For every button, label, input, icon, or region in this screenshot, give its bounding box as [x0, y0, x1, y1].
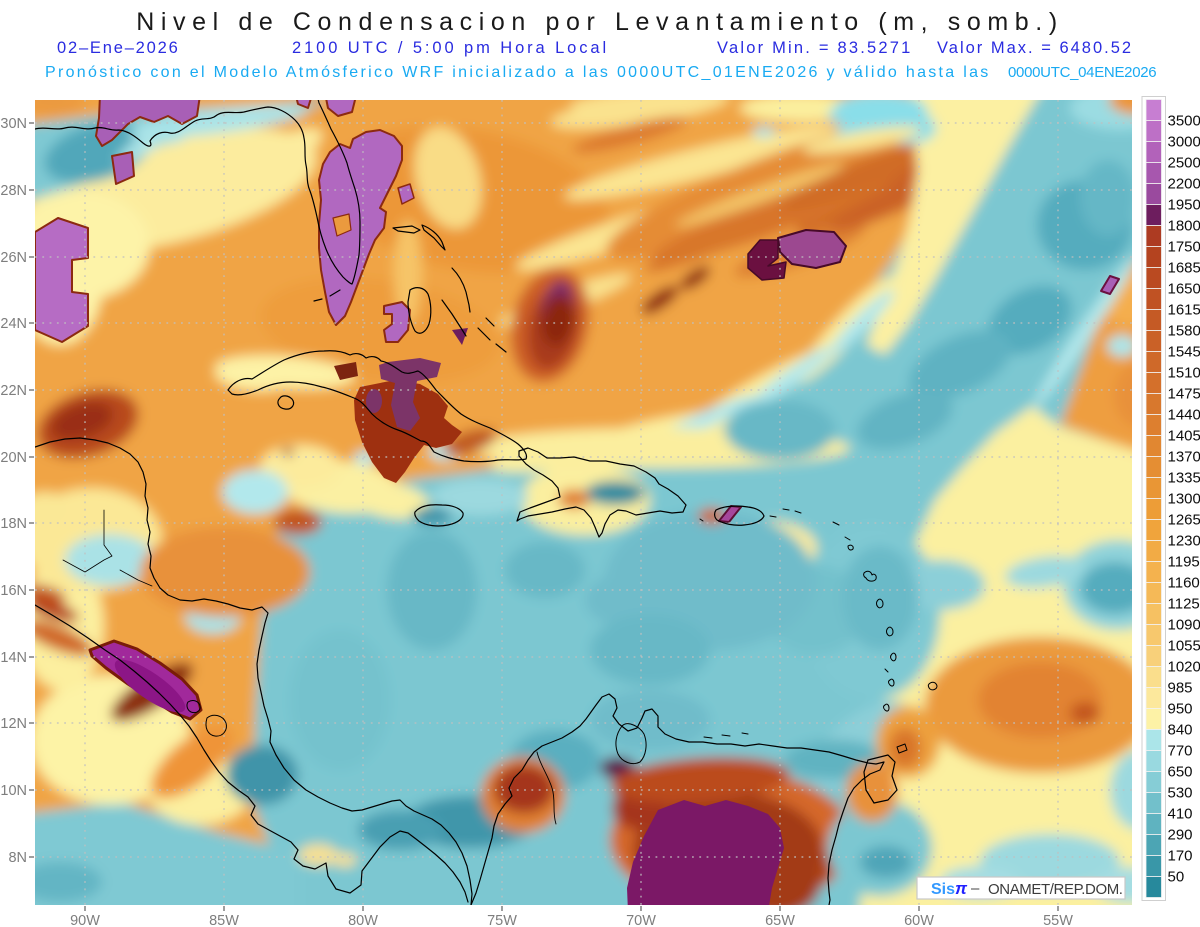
svg-text:8N: 8N — [8, 850, 27, 866]
svg-text:1090: 1090 — [1168, 617, 1200, 634]
svg-text:Sis: Sis — [931, 881, 955, 898]
svg-text:290: 290 — [1168, 827, 1193, 844]
svg-text:28N: 28N — [0, 183, 27, 199]
svg-text:3000: 3000 — [1168, 134, 1200, 151]
svg-text:14N: 14N — [0, 650, 27, 666]
svg-text:30N: 30N — [0, 116, 27, 132]
svg-text:2200: 2200 — [1168, 176, 1200, 193]
svg-text:770: 770 — [1168, 743, 1193, 760]
svg-text:985: 985 — [1168, 680, 1193, 697]
svg-text:1510: 1510 — [1168, 365, 1200, 382]
svg-text:1125: 1125 — [1168, 596, 1200, 613]
svg-text:1370: 1370 — [1168, 449, 1200, 466]
svg-text:1545: 1545 — [1168, 344, 1200, 361]
svg-text:1230: 1230 — [1168, 533, 1200, 550]
svg-text:410: 410 — [1168, 806, 1193, 823]
svg-text:26N: 26N — [0, 250, 27, 266]
svg-text:1685: 1685 — [1168, 260, 1200, 277]
svg-text:1160: 1160 — [1168, 575, 1200, 592]
svg-text:1020: 1020 — [1168, 659, 1200, 676]
svg-text:1405: 1405 — [1168, 428, 1200, 445]
svg-text:170: 170 — [1168, 848, 1193, 865]
svg-text:1750: 1750 — [1168, 239, 1200, 256]
svg-text:1265: 1265 — [1168, 512, 1200, 529]
svg-text:π: π — [955, 879, 968, 898]
svg-text:1475: 1475 — [1168, 386, 1200, 403]
svg-text:70W: 70W — [626, 913, 656, 927]
svg-text:950: 950 — [1168, 701, 1193, 718]
svg-text:22N: 22N — [0, 383, 27, 399]
svg-text:840: 840 — [1168, 722, 1193, 739]
svg-text:3500: 3500 — [1168, 113, 1200, 130]
svg-text:1800: 1800 — [1168, 218, 1200, 235]
svg-text:12N: 12N — [0, 716, 27, 732]
svg-text:90W: 90W — [70, 913, 100, 927]
svg-text:18N: 18N — [0, 516, 27, 532]
svg-text:85W: 85W — [209, 913, 239, 927]
svg-text:65W: 65W — [765, 913, 795, 927]
svg-text:2100 UTC / 5:00 pm Hora Local: 2100 UTC / 5:00 pm Hora Local — [292, 39, 609, 57]
svg-text:80W: 80W — [348, 913, 378, 927]
svg-text:–: – — [971, 880, 980, 897]
svg-text:Valor Min. = 83.5271: Valor Min. = 83.5271 — [717, 39, 913, 57]
svg-text:1650: 1650 — [1168, 281, 1200, 298]
svg-text:ONAMET/REP.DOM.: ONAMET/REP.DOM. — [988, 881, 1123, 898]
svg-text:50: 50 — [1168, 869, 1185, 886]
svg-text:Valor Max. = 6480.52: Valor Max. = 6480.52 — [937, 39, 1133, 57]
svg-text:2500: 2500 — [1168, 155, 1200, 172]
svg-text:10N: 10N — [0, 783, 27, 799]
svg-text:02–Ene–2026: 02–Ene–2026 — [57, 39, 180, 57]
svg-text:530: 530 — [1168, 785, 1193, 802]
svg-text:60W: 60W — [904, 913, 934, 927]
svg-text:Nivel de Condensacion por Leva: Nivel de Condensacion por Levantamiento … — [136, 8, 1064, 36]
svg-text:1300: 1300 — [1168, 491, 1200, 508]
svg-text:1440: 1440 — [1168, 407, 1200, 424]
svg-text:1615: 1615 — [1168, 302, 1200, 319]
svg-text:1950: 1950 — [1168, 197, 1200, 214]
svg-text:16N: 16N — [0, 583, 27, 599]
svg-text:1335: 1335 — [1168, 470, 1200, 487]
svg-text:1580: 1580 — [1168, 323, 1200, 340]
svg-text:1055: 1055 — [1168, 638, 1200, 655]
svg-text:75W: 75W — [487, 913, 517, 927]
svg-text:1195: 1195 — [1168, 554, 1200, 571]
svg-text:55W: 55W — [1043, 913, 1073, 927]
svg-text:20N: 20N — [0, 450, 27, 466]
svg-text:650: 650 — [1168, 764, 1193, 781]
svg-text:24N: 24N — [0, 316, 27, 332]
svg-text:Pronóstico con el Modelo Atmós: Pronóstico con el Modelo Atmósferico WRF… — [45, 64, 991, 81]
svg-text:0000UTC_04ENE2026: 0000UTC_04ENE2026 — [1008, 64, 1156, 81]
